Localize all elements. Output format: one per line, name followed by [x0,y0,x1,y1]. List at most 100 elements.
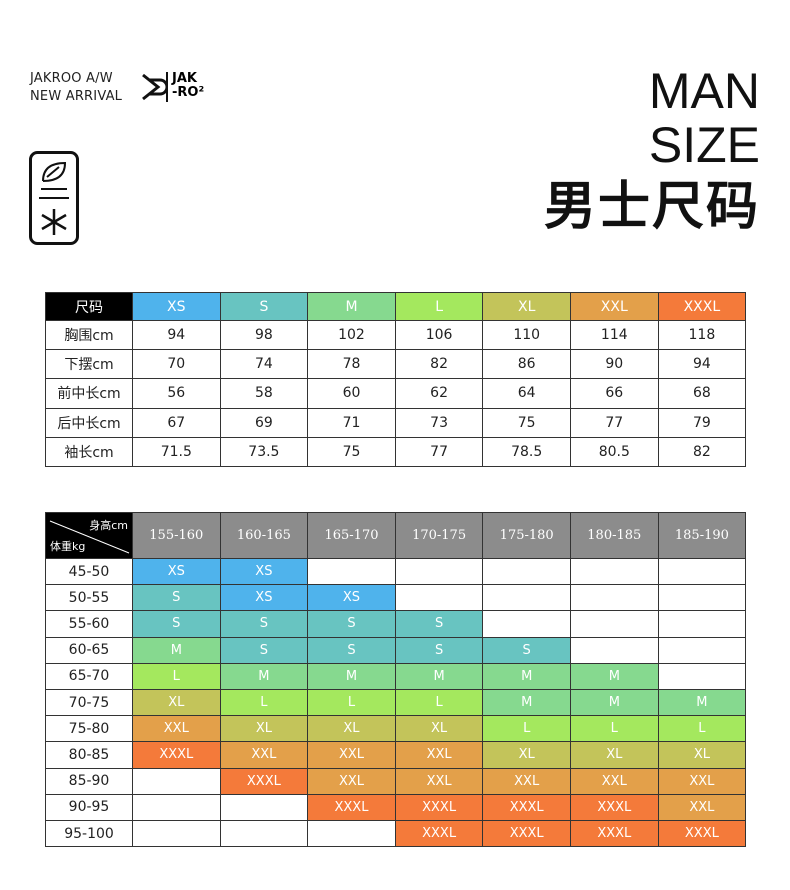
size-cell: M [570,689,659,717]
size-header: S [219,292,309,321]
measure-cell: 67 [132,407,221,438]
size-cell: XXL [394,767,484,795]
empty-cell [657,636,747,664]
size-cell: XS [132,558,221,586]
empty-cell [657,610,747,638]
size-cell: XS [219,558,309,586]
measure-cell: 64 [482,378,571,409]
height-header: 155-160 [132,512,221,559]
size-cell: S [219,610,309,638]
size-cell: L [132,662,221,690]
size-header: L [394,292,484,321]
size-cell: S [307,610,396,638]
size-cell: XXL [219,741,309,769]
size-cell: XXXL [570,793,659,821]
title-en: SIZE [648,117,760,173]
row-label: 45-50 [45,558,133,586]
measure-cell: 82 [657,436,747,467]
size-cell: XXL [657,767,747,795]
size-cell: M [132,636,221,664]
row-label: 下摆cm [45,349,133,380]
row-label: 60-65 [45,636,133,664]
size-cell: XXL [482,767,571,795]
measure-cell: 78.5 [482,436,571,467]
logo-text: JAK [172,71,197,86]
measure-cell: 98 [219,320,309,351]
size-cell: S [482,636,571,664]
measure-cell: 73.5 [219,436,309,467]
height-header: 180-185 [570,512,659,559]
size-cell: XXL [657,793,747,821]
size-cell: S [394,636,484,664]
brand-line: JAKROO A/W [30,71,113,86]
measure-cell: 79 [657,407,747,438]
size-cell: XL [307,715,396,743]
measure-cell: 86 [482,349,571,380]
size-cell: L [394,689,484,717]
logo-icon [142,73,168,101]
corner-cell: 身高cm 体重kg [45,512,133,559]
measure-cell: 58 [219,378,309,409]
size-cell: XL [570,741,659,769]
corner-label: 体重kg [50,540,86,553]
size-cell: M [219,662,309,690]
size-cell: XXXL [570,820,659,848]
empty-cell [570,584,659,612]
row-label: 55-60 [45,610,133,638]
size-cell: XXXL [394,820,484,848]
size-cell: L [657,715,747,743]
measure-cell: 102 [307,320,396,351]
measure-cell: 60 [307,378,396,409]
height-header: 170-175 [394,512,484,559]
empty-cell [570,610,659,638]
size-cell: L [570,715,659,743]
size-cell: M [394,662,484,690]
measure-cell: 78 [307,349,396,380]
size-header: XXXL [657,292,747,321]
size-cell: M [482,662,571,690]
empty-cell [132,820,221,848]
size-cell: M [570,662,659,690]
row-label: 65-70 [45,662,133,690]
empty-cell [132,767,221,795]
title-cn: 男士尺码 [543,178,760,236]
row-label: 85-90 [45,767,133,795]
measure-cell: 70 [132,349,221,380]
corner-label: 身高cm [89,519,128,532]
divider [166,72,168,102]
measure-cell: 71.5 [132,436,221,467]
size-cell: XL [657,741,747,769]
measure-cell: 106 [394,320,484,351]
feature-icons [29,151,79,245]
measure-cell: 69 [219,407,309,438]
empty-cell [657,558,747,586]
measure-cell: 114 [570,320,659,351]
size-cell: S [132,584,221,612]
measure-cell: 94 [657,349,747,380]
measure-cell: 75 [307,436,396,467]
size-cell: XXXL [394,793,484,821]
height-header: 165-170 [307,512,396,559]
size-cell: XXXL [219,767,309,795]
measure-cell: 77 [394,436,484,467]
row-label: 80-85 [45,741,133,769]
size-cell: XL [482,741,571,769]
height-header: 160-165 [219,512,309,559]
empty-cell [482,610,571,638]
empty-cell [570,558,659,586]
row-label: 95-100 [45,820,133,848]
row-label: 75-80 [45,715,133,743]
size-cell: XXXL [132,741,221,769]
size-cell: XS [219,584,309,612]
size-header: M [307,292,396,321]
size-cell: XXL [307,767,396,795]
empty-cell [482,584,571,612]
row-label: 后中长cm [45,407,133,438]
size-cell: S [219,636,309,664]
size-cell: L [219,689,309,717]
measure-cell: 110 [482,320,571,351]
empty-cell [394,558,484,586]
height-header: 185-190 [657,512,747,559]
size-cell: S [307,636,396,664]
